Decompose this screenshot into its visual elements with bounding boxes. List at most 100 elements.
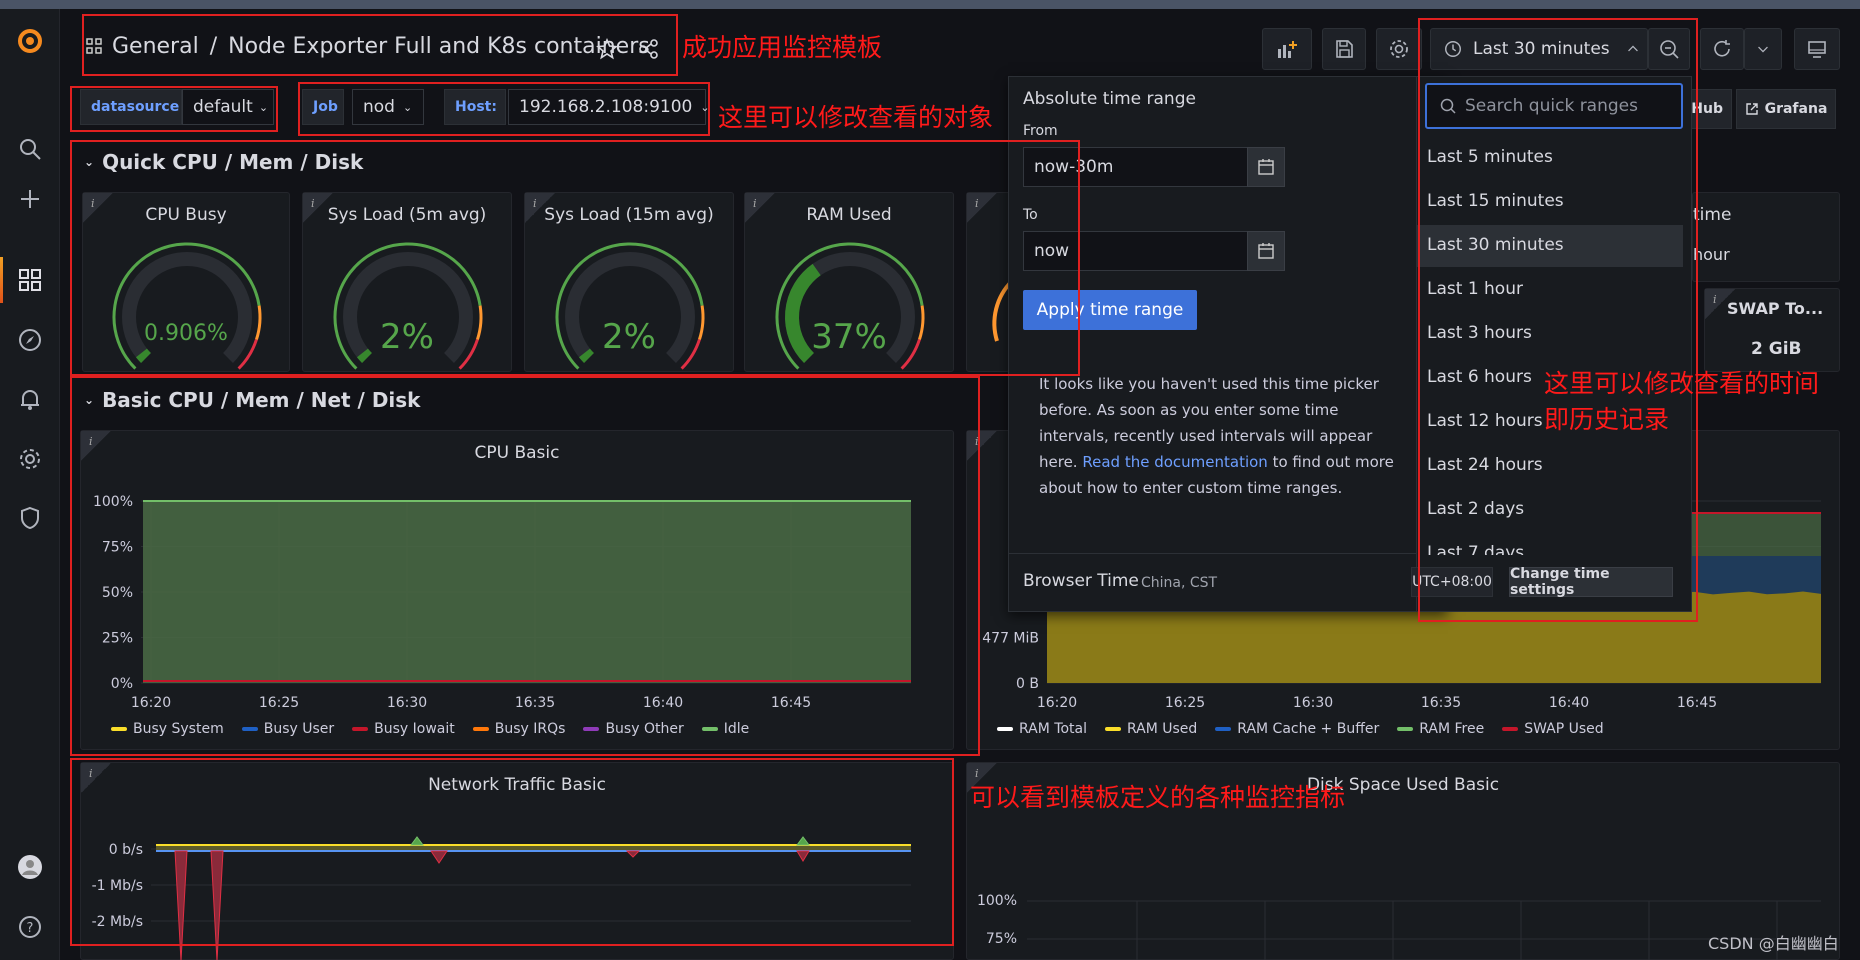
quick-range-item[interactable]: Last 6 hours xyxy=(1417,357,1683,399)
help-text-suffix: to find out more about how to enter cust… xyxy=(1039,453,1394,497)
legend-swatch xyxy=(1104,727,1121,731)
legend-item[interactable]: Busy User xyxy=(241,721,335,737)
host-variable-select[interactable]: 192.168.2.108:9100 ⌄ xyxy=(508,89,710,125)
quick-ranges-search[interactable]: Search quick ranges xyxy=(1425,83,1683,129)
gauge-panel-ram-used[interactable]: i RAM Used 37% xyxy=(744,192,954,372)
job-variable-select[interactable]: nod ⌄ xyxy=(352,89,424,125)
x-tick-label: 16:30 xyxy=(387,695,427,711)
search-placeholder: Search quick ranges xyxy=(1465,96,1638,116)
gauge-chart xyxy=(555,242,705,370)
datasource-variable-label: datasource xyxy=(80,89,182,125)
apply-time-range-button[interactable]: Apply time range xyxy=(1023,290,1197,330)
dashboard-settings-button[interactable] xyxy=(1376,28,1422,70)
share-icon[interactable] xyxy=(638,38,660,64)
panel-info-icon[interactable]: i xyxy=(525,193,555,223)
row-quick-cpu-mem-disk[interactable]: ⌄ Quick CPU / Mem / Disk xyxy=(84,150,363,174)
disk-space-used-basic-panel[interactable]: i Disk Space Used Basic 100%75%50% xyxy=(966,762,1840,960)
panel-info-icon[interactable]: i xyxy=(303,193,333,223)
refresh-interval-dropdown[interactable] xyxy=(1744,28,1782,70)
panel-info-icon[interactable]: i xyxy=(81,431,111,461)
legend-item[interactable]: RAM Used xyxy=(1104,721,1197,737)
row-basic-cpu-mem-net-disk[interactable]: ⌄ Basic CPU / Mem / Net / Disk xyxy=(84,388,420,412)
zoom-out-button[interactable] xyxy=(1648,28,1690,70)
network-traffic-basic-panel[interactable]: i Network Traffic Basic 0 b/s -1 Mb/s -2 M… xyxy=(80,762,954,960)
quick-range-item[interactable]: Last 24 hours xyxy=(1417,445,1683,487)
panel-title: Sys Load (5m avg) xyxy=(327,205,487,225)
tv-mode-button[interactable] xyxy=(1794,28,1840,70)
quick-range-item[interactable]: Last 2 days xyxy=(1417,489,1683,531)
save-dashboard-button[interactable] xyxy=(1322,28,1366,70)
grafana-link-label: Grafana xyxy=(1764,101,1828,117)
panel-info-icon[interactable]: i xyxy=(1705,289,1735,319)
legend-item[interactable]: SWAP Used xyxy=(1502,721,1604,737)
panel-title: Sys Load (15m avg) xyxy=(544,205,714,225)
explore-compass-icon[interactable] xyxy=(12,322,48,358)
change-time-settings-button[interactable]: Change time settings xyxy=(1509,566,1673,598)
quick-range-label: Last 5 minutes xyxy=(1427,147,1553,167)
time-range-picker-button[interactable]: Last 30 minutes xyxy=(1430,28,1648,70)
grafana-logo-icon[interactable] xyxy=(12,23,48,59)
y-tick-label: 100% xyxy=(977,893,1017,909)
plus-icon[interactable] xyxy=(12,181,48,217)
add-panel-icon xyxy=(1278,41,1297,58)
grafana-link[interactable]: Grafana xyxy=(1736,89,1836,129)
annotation-box-basic xyxy=(70,376,980,756)
legend-item[interactable]: Idle xyxy=(701,721,749,737)
panel-info-icon[interactable]: i xyxy=(745,193,775,223)
refresh-button[interactable] xyxy=(1700,28,1744,70)
series-spike xyxy=(796,836,810,846)
alerting-bell-icon[interactable] xyxy=(12,381,48,417)
legend-label: Busy User xyxy=(263,721,335,737)
panel-info-icon[interactable]: i xyxy=(83,193,113,223)
quick-range-item[interactable]: Last 30 minutes xyxy=(1417,225,1683,267)
quick-range-item[interactable]: Last 5 minutes xyxy=(1417,137,1683,179)
documentation-link[interactable]: Read the documentation xyxy=(1082,453,1268,471)
legend-label: Busy Iowait xyxy=(374,721,455,737)
legend-item[interactable]: Busy System xyxy=(111,721,224,737)
to-calendar-button[interactable] xyxy=(1247,231,1285,271)
nav-active-indicator xyxy=(0,257,3,303)
legend-item[interactable]: Busy IRQs xyxy=(472,721,565,737)
legend-item[interactable]: Busy Iowait xyxy=(352,721,455,737)
panel-info-icon[interactable]: i xyxy=(967,193,997,223)
from-calendar-button[interactable] xyxy=(1247,147,1285,187)
to-label: To xyxy=(1023,207,1038,223)
legend-item[interactable]: Busy Other xyxy=(583,721,684,737)
datasource-variable-select[interactable]: default ⌄ xyxy=(182,89,274,125)
gauge-panel-cpu-busy[interactable]: i CPU Busy 0.906% xyxy=(82,192,290,372)
panel-title: Disk Space Used Basic xyxy=(1306,775,1500,795)
panel-info-icon[interactable]: i xyxy=(967,763,997,793)
uptime-panel[interactable]: time hour xyxy=(1692,192,1840,282)
legend-item[interactable]: RAM Free xyxy=(1397,721,1484,737)
legend-item[interactable]: RAM Cache + Buffer xyxy=(1215,721,1379,737)
search-icon[interactable] xyxy=(12,131,48,167)
quick-range-item[interactable]: Last 1 hour xyxy=(1417,269,1683,311)
from-value: now-30m xyxy=(1034,157,1114,177)
server-admin-shield-icon[interactable] xyxy=(12,500,48,536)
dashboards-icon[interactable] xyxy=(12,262,48,298)
from-input[interactable]: now-30m xyxy=(1023,147,1285,187)
hub-link-label: Hub xyxy=(1691,101,1723,117)
add-panel-button[interactable] xyxy=(1262,28,1312,70)
cpu-basic-panel[interactable]: i CPU Basic 0% 25% 50% 75% 100% 16:20 16:25 16:… xyxy=(80,430,954,750)
chevron-up-icon xyxy=(1627,45,1638,52)
breadcrumb-folder[interactable]: General xyxy=(112,34,199,59)
gauge-panel-sys-load-5m[interactable]: i Sys Load (5m avg) 2% xyxy=(302,192,512,372)
y-tick-label: -2 Mb/s xyxy=(92,914,143,930)
panel-info-icon[interactable]: i xyxy=(967,431,997,461)
quick-range-item[interactable]: Last 15 minutes xyxy=(1417,181,1683,223)
x-tick-label: 16:35 xyxy=(1421,695,1461,711)
gauge-panel-sys-load-15m[interactable]: i Sys Load (15m avg) 2% xyxy=(524,192,734,372)
quick-range-item[interactable]: Last 12 hours xyxy=(1417,401,1683,443)
to-input[interactable]: now xyxy=(1023,231,1285,271)
panel-info-icon[interactable]: i xyxy=(81,763,111,793)
star-icon[interactable] xyxy=(596,37,618,64)
swap-total-panel[interactable]: i SWAP To... 2 GiB xyxy=(1704,288,1840,372)
quick-range-label: Last 24 hours xyxy=(1427,455,1543,475)
help-icon[interactable]: ? xyxy=(12,909,48,945)
legend-item[interactable]: RAM Total xyxy=(997,721,1087,737)
configuration-gear-icon[interactable] xyxy=(12,441,48,477)
quick-range-item[interactable]: Last 3 hours xyxy=(1417,313,1683,355)
dashboard-title[interactable]: Node Exporter Full and K8s containers xyxy=(228,34,650,59)
user-avatar[interactable] xyxy=(12,849,48,885)
